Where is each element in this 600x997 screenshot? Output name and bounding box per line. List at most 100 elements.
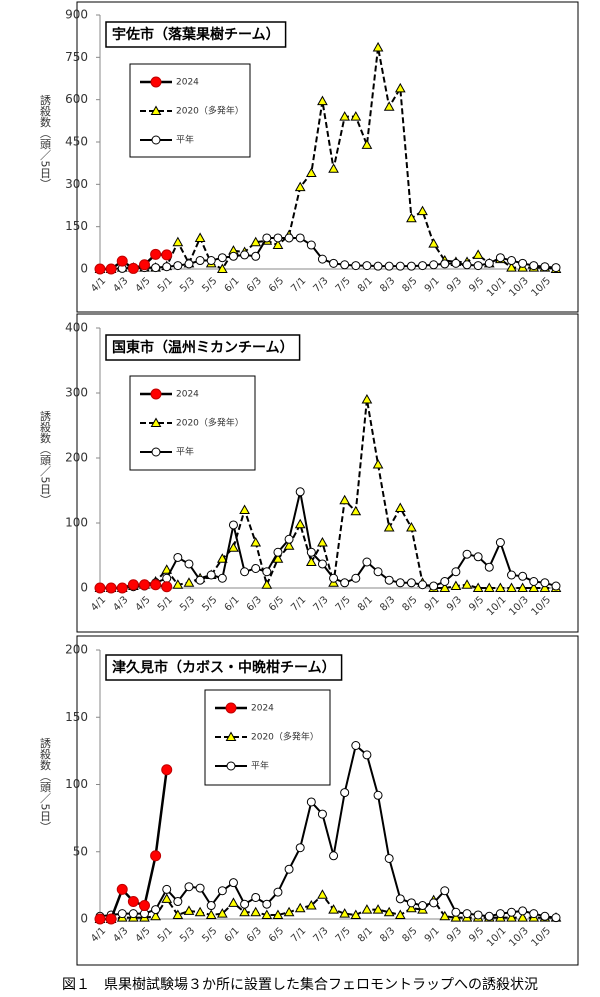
marker <box>161 581 173 593</box>
marker <box>228 251 238 261</box>
marker <box>540 578 550 588</box>
marker <box>217 886 227 896</box>
marker <box>151 905 161 915</box>
marker <box>195 256 205 266</box>
marker <box>317 254 327 264</box>
marker <box>183 905 195 915</box>
marker <box>473 552 483 562</box>
marker <box>529 577 539 586</box>
marker <box>429 898 439 908</box>
series-line <box>100 47 557 271</box>
marker <box>361 904 373 914</box>
chart-title: 津久見市（カボス・中晩柑チーム） <box>112 659 336 676</box>
marker <box>506 912 517 922</box>
marker <box>450 580 462 591</box>
marker <box>262 567 272 577</box>
marker <box>340 578 350 588</box>
marker <box>528 582 540 592</box>
marker <box>105 913 117 925</box>
marker <box>429 581 439 591</box>
y-axis-label: 誘殺数（頭／5日） <box>39 94 52 189</box>
marker <box>150 850 162 862</box>
y-axis-label: 誘殺数（頭／5日） <box>39 737 52 832</box>
marker <box>495 582 506 592</box>
marker <box>551 581 561 591</box>
marker <box>162 262 172 272</box>
marker <box>539 582 551 592</box>
marker <box>517 582 528 592</box>
y-tick-label: 50 <box>73 844 88 858</box>
marker <box>351 261 361 271</box>
marker <box>251 564 261 573</box>
marker <box>306 240 316 250</box>
marker <box>384 261 394 271</box>
marker <box>240 899 250 909</box>
marker <box>228 520 238 530</box>
marker <box>195 883 205 893</box>
legend-label: 平年 <box>176 446 194 458</box>
legend-label: 2024 <box>176 390 199 400</box>
y-tick-label: 200 <box>65 643 88 657</box>
marker <box>295 233 305 243</box>
marker <box>305 556 317 566</box>
y-tick-label: 150 <box>65 219 88 233</box>
marker <box>173 552 183 562</box>
marker <box>462 909 472 919</box>
marker <box>205 909 217 919</box>
marker <box>150 248 162 260</box>
marker <box>262 899 272 909</box>
marker <box>350 111 362 121</box>
marker <box>284 534 294 544</box>
marker <box>506 582 517 592</box>
marker <box>117 909 127 919</box>
marker <box>226 761 236 771</box>
marker <box>172 909 184 919</box>
marker <box>273 887 283 897</box>
marker <box>529 909 539 919</box>
marker <box>473 261 483 271</box>
marker <box>217 573 227 583</box>
y-tick-label: 100 <box>65 777 88 791</box>
marker <box>228 878 238 888</box>
marker <box>294 181 306 192</box>
marker <box>328 163 339 173</box>
marker <box>472 249 484 259</box>
legend-label: 2024 <box>251 704 274 714</box>
marker <box>261 909 273 919</box>
marker <box>473 910 483 920</box>
marker <box>394 502 406 513</box>
marker <box>406 898 416 908</box>
panel-frame <box>76 313 579 633</box>
marker <box>305 900 317 910</box>
marker <box>428 238 440 248</box>
y-tick-label: 750 <box>65 50 88 64</box>
marker <box>440 259 450 269</box>
marker <box>250 536 262 547</box>
marker <box>451 907 461 917</box>
legend-label: 平年 <box>251 760 269 772</box>
marker <box>217 253 227 263</box>
marker <box>462 549 472 559</box>
marker <box>184 559 194 569</box>
marker <box>518 258 528 268</box>
marker <box>151 447 161 457</box>
legend-label: 平年 <box>176 134 194 146</box>
marker <box>484 258 494 268</box>
marker <box>161 564 173 574</box>
marker <box>262 233 272 243</box>
marker <box>272 909 284 919</box>
marker <box>206 256 216 266</box>
marker <box>250 236 262 247</box>
y-tick-label: 300 <box>65 386 88 400</box>
marker <box>329 258 339 268</box>
marker <box>395 894 405 904</box>
marker <box>105 263 117 275</box>
y-tick-label: 0 <box>80 912 88 926</box>
y-tick-label: 100 <box>65 516 88 530</box>
marker <box>94 582 106 594</box>
y-tick-label: 0 <box>80 262 88 276</box>
marker <box>172 236 184 247</box>
